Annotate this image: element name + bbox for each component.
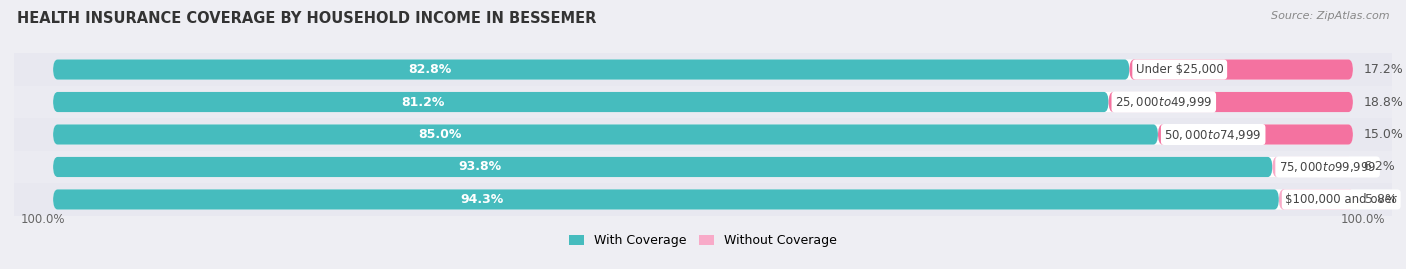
FancyBboxPatch shape bbox=[1272, 157, 1353, 177]
Text: 100.0%: 100.0% bbox=[1341, 213, 1385, 226]
Text: HEALTH INSURANCE COVERAGE BY HOUSEHOLD INCOME IN BESSEMER: HEALTH INSURANCE COVERAGE BY HOUSEHOLD I… bbox=[17, 11, 596, 26]
FancyBboxPatch shape bbox=[1129, 59, 1353, 80]
Text: 82.8%: 82.8% bbox=[408, 63, 451, 76]
FancyBboxPatch shape bbox=[1108, 92, 1353, 112]
Text: 81.2%: 81.2% bbox=[401, 95, 444, 108]
Legend: With Coverage, Without Coverage: With Coverage, Without Coverage bbox=[564, 229, 842, 252]
Bar bbox=[14, 183, 1392, 216]
FancyBboxPatch shape bbox=[53, 125, 1159, 144]
Text: 100.0%: 100.0% bbox=[21, 213, 65, 226]
Text: 94.3%: 94.3% bbox=[460, 193, 503, 206]
Bar bbox=[14, 118, 1392, 151]
Text: 6.2%: 6.2% bbox=[1364, 161, 1395, 174]
Text: $75,000 to $99,999: $75,000 to $99,999 bbox=[1279, 160, 1376, 174]
FancyBboxPatch shape bbox=[1159, 125, 1353, 144]
Bar bbox=[14, 53, 1392, 86]
Text: Source: ZipAtlas.com: Source: ZipAtlas.com bbox=[1271, 11, 1389, 21]
Text: 85.0%: 85.0% bbox=[418, 128, 461, 141]
FancyBboxPatch shape bbox=[53, 157, 1272, 177]
FancyBboxPatch shape bbox=[53, 125, 1353, 144]
Text: 17.2%: 17.2% bbox=[1364, 63, 1403, 76]
Text: Under $25,000: Under $25,000 bbox=[1136, 63, 1223, 76]
Text: 5.8%: 5.8% bbox=[1365, 193, 1396, 206]
Bar bbox=[14, 86, 1392, 118]
Text: $25,000 to $49,999: $25,000 to $49,999 bbox=[1115, 95, 1212, 109]
FancyBboxPatch shape bbox=[53, 59, 1353, 80]
FancyBboxPatch shape bbox=[1279, 189, 1354, 210]
Text: 15.0%: 15.0% bbox=[1364, 128, 1403, 141]
FancyBboxPatch shape bbox=[53, 189, 1279, 210]
Text: $100,000 and over: $100,000 and over bbox=[1285, 193, 1398, 206]
Text: $50,000 to $74,999: $50,000 to $74,999 bbox=[1164, 128, 1263, 141]
Text: 93.8%: 93.8% bbox=[458, 161, 502, 174]
FancyBboxPatch shape bbox=[53, 92, 1353, 112]
FancyBboxPatch shape bbox=[53, 189, 1353, 210]
Bar bbox=[14, 151, 1392, 183]
FancyBboxPatch shape bbox=[53, 157, 1353, 177]
Text: 18.8%: 18.8% bbox=[1364, 95, 1403, 108]
FancyBboxPatch shape bbox=[53, 92, 1108, 112]
FancyBboxPatch shape bbox=[53, 59, 1129, 80]
